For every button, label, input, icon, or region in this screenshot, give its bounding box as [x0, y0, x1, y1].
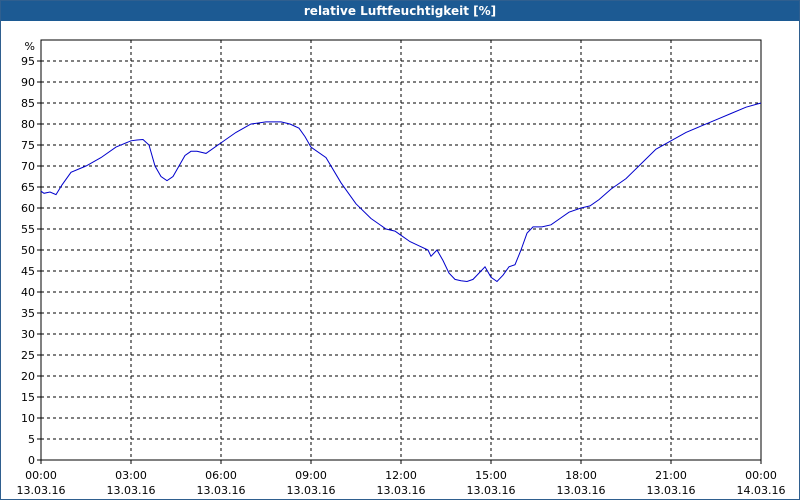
series-line-0 [40, 102, 762, 283]
x-tick-time-2: 06:00 [205, 469, 237, 482]
chart-title: relative Luftfeuchtigkeit [%] [1, 1, 799, 21]
x-tick-time-1: 03:00 [115, 469, 147, 482]
x-tick-date-3: 13.03.16 [287, 484, 336, 497]
y-tick-label-25: 25 [21, 349, 35, 362]
x-tick-date-7: 13.03.16 [647, 484, 696, 497]
x-tick-time-6: 18:00 [565, 469, 597, 482]
y-tick-label-70: 70 [21, 160, 35, 173]
x-tick-time-4: 12:00 [385, 469, 417, 482]
y-tick-label-55: 55 [21, 223, 35, 236]
x-tick-date-4: 13.03.16 [377, 484, 426, 497]
y-tick-label-20: 20 [21, 370, 35, 383]
x-tick-date-5: 13.03.16 [467, 484, 516, 497]
y-tick-label-65: 65 [21, 181, 35, 194]
x-tick-time-8: 00:00 [745, 469, 777, 482]
x-tick-time-0: 00:00 [25, 469, 57, 482]
y-axis-unit-label: % [25, 40, 35, 53]
plot-area-border [40, 39, 762, 461]
x-tick-time-5: 15:00 [475, 469, 507, 482]
y-tick-label-80: 80 [21, 118, 35, 131]
y-tick-label-10: 10 [21, 412, 35, 425]
x-tick-date-1: 13.03.16 [107, 484, 156, 497]
y-tick-label-90: 90 [21, 76, 35, 89]
x-tick-time-3: 09:00 [295, 469, 327, 482]
x-tick-date-6: 13.03.16 [557, 484, 606, 497]
y-tick-label-30: 30 [21, 328, 35, 341]
x-tick-date-8: 14.03.16 [737, 484, 786, 497]
y-tick-label-5: 5 [28, 433, 35, 446]
y-tick-label-0: 0 [28, 454, 35, 467]
x-tick-time-7: 21:00 [655, 469, 687, 482]
y-tick-label-60: 60 [21, 202, 35, 215]
y-tick-label-15: 15 [21, 391, 35, 404]
y-tick-label-75: 75 [21, 139, 35, 152]
x-tick-date-0: 13.03.16 [17, 484, 66, 497]
y-tick-label-85: 85 [21, 97, 35, 110]
y-tick-label-50: 50 [21, 244, 35, 257]
y-tick-label-40: 40 [21, 286, 35, 299]
y-tick-label-95: 95 [21, 55, 35, 68]
y-tick-label-35: 35 [21, 307, 35, 320]
y-tick-label-45: 45 [21, 265, 35, 278]
x-tick-date-2: 13.03.16 [197, 484, 246, 497]
